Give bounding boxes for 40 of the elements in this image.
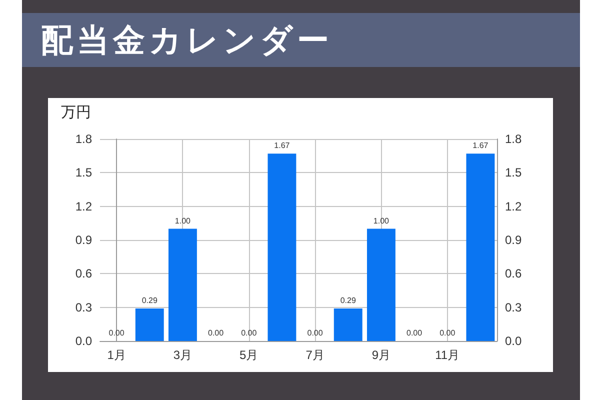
data-label: 0.00	[406, 328, 423, 338]
data-label: 0.00	[108, 328, 125, 338]
data-label: 0.29	[142, 296, 158, 305]
data-label: 0.00	[307, 328, 324, 338]
data-label: 1.67	[472, 141, 489, 150]
y2-tick-label: 0.3	[505, 300, 522, 314]
x-tick-label: 5月	[240, 348, 258, 362]
data-label: 1.67	[274, 141, 290, 150]
y-axis-title: 万円	[61, 104, 91, 122]
y2-tick-label: 0.9	[505, 233, 522, 247]
data-label: 0.00	[440, 328, 456, 338]
x-tick-label: 1月	[107, 348, 126, 362]
y-tick-label: 0.0	[75, 334, 92, 348]
bar	[168, 228, 197, 341]
x-tick-label: 3月	[173, 348, 192, 362]
x-tick-label: 9月	[372, 348, 391, 362]
bar	[334, 308, 362, 341]
y2-tick-label: 0.6	[505, 266, 522, 281]
data-label: 0.00	[241, 328, 258, 338]
chart-title: 配当金カレンダー	[41, 20, 333, 61]
y2-tick-label: 0.0	[505, 334, 522, 348]
y-tick-label: 1.8	[75, 132, 92, 146]
data-label: 0.29	[340, 296, 356, 305]
bar	[366, 228, 396, 341]
y-tick-label: 1.5	[75, 166, 92, 180]
data-label: 1.00	[373, 216, 390, 226]
bar	[135, 308, 164, 341]
y2-tick-label: 1.2	[505, 199, 522, 214]
data-label: 1.00	[174, 216, 192, 226]
y-tick-label: 0.6	[75, 266, 92, 281]
bar	[268, 154, 296, 341]
data-label: 0.00	[208, 328, 224, 338]
y-tick-label: 0.3	[75, 300, 92, 314]
x-tick-label: 11月	[435, 348, 460, 362]
y2-tick-label: 1.8	[505, 132, 522, 146]
bar	[466, 154, 495, 341]
y-tick-label: 0.9	[75, 233, 92, 247]
y-tick-label: 1.2	[75, 199, 92, 214]
y2-tick-label: 1.5	[505, 166, 522, 180]
x-tick-label: 7月	[306, 348, 324, 362]
